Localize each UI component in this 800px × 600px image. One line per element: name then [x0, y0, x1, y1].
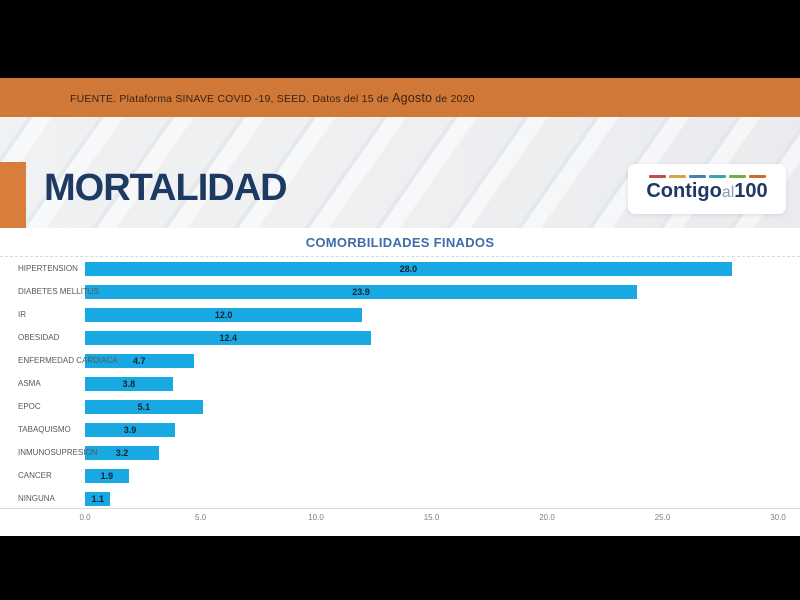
logo-color-segment	[748, 175, 766, 178]
x-tick-label: 15.0	[423, 513, 440, 522]
bar-row: IR 12.0	[0, 303, 800, 326]
page-title: MORTALIDAD	[44, 167, 288, 209]
category-label: TABAQUISMO	[18, 425, 71, 434]
source-text-month: Agosto	[392, 90, 433, 105]
logo-word-contigo: Contigo	[646, 180, 722, 202]
logo-color-segment	[688, 175, 706, 178]
bar-row: NINGUNA 1.1	[0, 487, 800, 510]
bar: 23.9	[85, 284, 638, 299]
bar: 1.9	[85, 468, 129, 483]
comorbidities-chart: COMORBILIDADES FINADOS HIPERTENSION 28.0 D…	[0, 228, 800, 536]
bar-row: DIABETES MELLITUS 23.9	[0, 280, 800, 303]
bar-row: TABAQUISMO 3.9	[0, 418, 800, 441]
bar-value-label: 12.4	[219, 332, 237, 343]
logo-color-segment	[728, 175, 746, 178]
slide-body: MORTALIDAD Contigoal100 COMORBILIDADES F…	[0, 117, 800, 536]
category-label: CANCER	[18, 471, 52, 480]
bar-row: INMUNOSUPRESION 3.2	[0, 441, 800, 464]
bar-value-label: 23.9	[352, 286, 370, 297]
bar: 5.1	[85, 399, 203, 414]
bar-value-label: 5.1	[137, 401, 151, 412]
bar: 12.0	[85, 307, 363, 322]
logo-text: Contigoal100	[646, 181, 767, 203]
bar-row: ASMA 3.8	[0, 372, 800, 395]
contigo-al-100-logo: Contigoal100	[628, 164, 786, 214]
bar-value-label: 3.8	[122, 378, 136, 389]
bar-row: CANCER 1.9	[0, 464, 800, 487]
logo-color-segment	[668, 175, 686, 178]
bar-row: EPOC 5.1	[0, 395, 800, 418]
category-label: NINGUNA	[18, 494, 55, 503]
source-banner: FUENTE. Plataforma SINAVE COVID -19, SEE…	[0, 78, 800, 117]
category-label: HIPERTENSION	[18, 264, 78, 273]
x-tick-label: 5.0	[194, 513, 207, 522]
logo-word-al: al	[721, 184, 735, 201]
category-label: IR	[18, 310, 26, 319]
category-label: DIABETES MELLITUS	[18, 287, 99, 296]
bar-value-label: 12.0	[214, 309, 233, 320]
accent-block	[0, 162, 26, 239]
bar: 3.2	[85, 445, 159, 460]
source-text: FUENTE. Plataforma SINAVE COVID -19, SEE…	[70, 91, 475, 105]
logo-word-100: 100	[734, 180, 768, 202]
x-tick-label: 30.0	[770, 513, 786, 522]
bar-row: OBESIDAD 12.4	[0, 326, 800, 349]
x-tick-label: 20.0	[539, 513, 555, 522]
bar-value-label: 1.9	[100, 470, 114, 481]
bar: 3.9	[85, 422, 176, 437]
bar: 1.1	[85, 491, 111, 506]
category-label: ENFERMEDAD CARDIACA	[18, 356, 118, 365]
source-text-prefix: FUENTE. Plataforma SINAVE COVID -19, SEE…	[70, 92, 393, 105]
category-label: INMUNOSUPRESION	[18, 448, 98, 457]
x-tick-label: 0.0	[79, 513, 91, 522]
category-label: OBESIDAD	[18, 333, 60, 342]
bar-value-label: 3.9	[123, 424, 137, 435]
chart-title: COMORBILIDADES FINADOS	[305, 235, 495, 250]
category-label: EPOC	[18, 402, 41, 411]
source-text-suffix: de 2020	[432, 92, 475, 105]
logo-color-segment	[648, 175, 666, 178]
category-label: ASMA	[18, 379, 41, 388]
x-tick-label: 10.0	[308, 513, 324, 522]
x-tick-label: 25.0	[654, 513, 671, 522]
bar: 12.4	[85, 330, 372, 345]
bar-value-label: 3.2	[115, 447, 129, 458]
bar-row: ENFERMEDAD CARDIACA 4.7	[0, 349, 800, 372]
chart-plot: HIPERTENSION 28.0 DIABETES MELLITUS 23.9 IR 1…	[0, 256, 800, 509]
bar-value-label: 1.1	[91, 493, 104, 504]
bar: 4.7	[85, 353, 194, 368]
bar-value-label: 4.7	[133, 355, 146, 366]
bar-row: HIPERTENSION 28.0	[0, 257, 800, 280]
bar: 3.8	[85, 376, 173, 391]
x-axis: 0.0 5.0 10.0 15.0 20.0 25.0 30.0	[0, 513, 800, 527]
logo-color-segment	[708, 175, 726, 178]
bar: 28.0	[85, 261, 732, 276]
logo-color-bar	[648, 175, 766, 178]
bar-value-label: 28.0	[399, 263, 418, 274]
